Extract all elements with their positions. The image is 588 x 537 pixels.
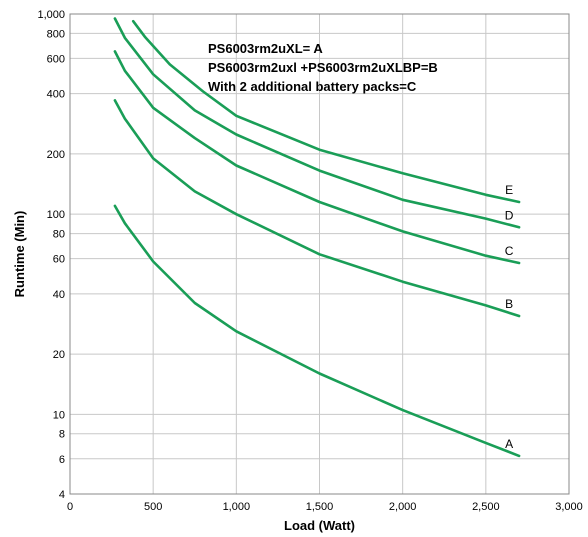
y-tick-label: 40 xyxy=(53,289,65,301)
x-tick-label: 1,000 xyxy=(223,501,251,513)
x-axis: 0 500 1,000 1,500 2,000 2,500 3,000 xyxy=(67,501,583,513)
y-axis-title: Runtime (Min) xyxy=(12,211,27,298)
series-label-d: D xyxy=(505,208,514,222)
y-tick-label: 1,000 xyxy=(37,9,65,21)
x-tick-label: 2,000 xyxy=(389,501,417,513)
series-lines xyxy=(113,17,521,458)
series-line-b xyxy=(113,99,521,318)
series-line-c xyxy=(113,50,521,265)
y-tick-label: 60 xyxy=(53,254,65,266)
legend-note: PS6003rm2uXL= A xyxy=(208,41,323,56)
x-tick-label: 0 xyxy=(67,501,73,513)
x-tick-label: 2,500 xyxy=(472,501,500,513)
legend-note: PS6003rm2uxl +PS6003rm2uXLBP=B xyxy=(208,60,438,75)
plot-frame xyxy=(69,13,570,495)
y-tick-label: 600 xyxy=(47,53,65,65)
grid xyxy=(69,13,570,495)
y-tick-label: 80 xyxy=(53,229,65,241)
legend-notes: PS6003rm2uXL= A PS6003rm2uxl +PS6003rm2uX… xyxy=(208,41,438,94)
y-tick-label: 200 xyxy=(47,149,65,161)
series-line-e xyxy=(131,19,521,204)
x-axis-title: Load (Watt) xyxy=(284,518,355,533)
series-label-b: B xyxy=(505,297,513,311)
y-tick-label: 4 xyxy=(59,489,65,501)
legend-note: With 2 additional battery packs=C xyxy=(208,79,417,94)
series-label-a: A xyxy=(505,437,513,451)
y-tick-label: 100 xyxy=(47,209,65,221)
y-tick-label: 400 xyxy=(47,89,65,101)
y-tick-label: 8 xyxy=(59,429,65,441)
series-label-e: E xyxy=(505,183,513,197)
x-tick-label: 1,500 xyxy=(306,501,334,513)
y-tick-label: 800 xyxy=(47,28,65,40)
y-tick-label: 6 xyxy=(59,454,65,466)
series-labels: A B C DE xyxy=(505,183,514,451)
y-tick-label: 10 xyxy=(53,409,65,421)
y-tick-label: 20 xyxy=(53,349,65,361)
x-tick-label: 500 xyxy=(144,501,162,513)
series-line-d xyxy=(113,17,521,229)
y-axis: 4 6 8 10 20 40 60 80 100 200 400 600 800 1,000 xyxy=(37,9,65,501)
series-line-a xyxy=(113,204,521,458)
series-label-c: C xyxy=(505,244,514,258)
x-tick-label: 3,000 xyxy=(555,501,583,513)
